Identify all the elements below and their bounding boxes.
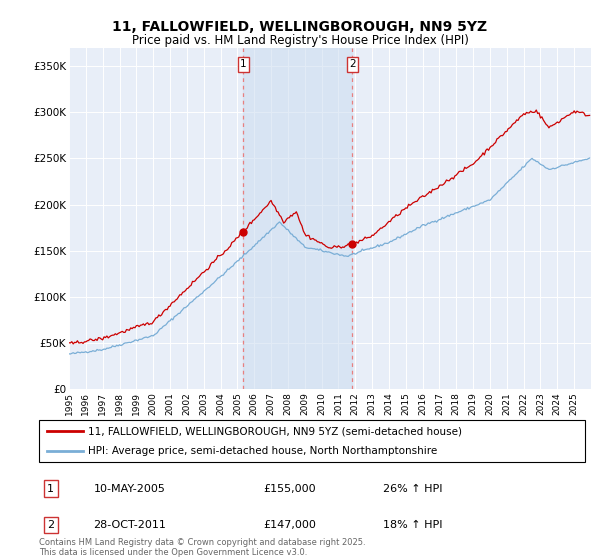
Text: Contains HM Land Registry data © Crown copyright and database right 2025.
This d: Contains HM Land Registry data © Crown c… xyxy=(39,538,365,557)
Text: £155,000: £155,000 xyxy=(263,483,316,493)
Text: 2: 2 xyxy=(47,520,55,530)
Text: Price paid vs. HM Land Registry's House Price Index (HPI): Price paid vs. HM Land Registry's House … xyxy=(131,34,469,46)
Text: 1: 1 xyxy=(47,483,54,493)
Text: 11, FALLOWFIELD, WELLINGBOROUGH, NN9 5YZ: 11, FALLOWFIELD, WELLINGBOROUGH, NN9 5YZ xyxy=(112,20,488,34)
Text: 18% ↑ HPI: 18% ↑ HPI xyxy=(383,520,442,530)
Text: HPI: Average price, semi-detached house, North Northamptonshire: HPI: Average price, semi-detached house,… xyxy=(88,446,437,456)
Text: 10-MAY-2005: 10-MAY-2005 xyxy=(94,483,166,493)
Text: £147,000: £147,000 xyxy=(263,520,316,530)
Text: 11, FALLOWFIELD, WELLINGBOROUGH, NN9 5YZ (semi-detached house): 11, FALLOWFIELD, WELLINGBOROUGH, NN9 5YZ… xyxy=(88,426,462,436)
Text: 28-OCT-2011: 28-OCT-2011 xyxy=(94,520,166,530)
Text: 1: 1 xyxy=(240,59,247,69)
Bar xyxy=(244,48,352,389)
Text: 26% ↑ HPI: 26% ↑ HPI xyxy=(383,483,442,493)
Text: 2: 2 xyxy=(349,59,356,69)
